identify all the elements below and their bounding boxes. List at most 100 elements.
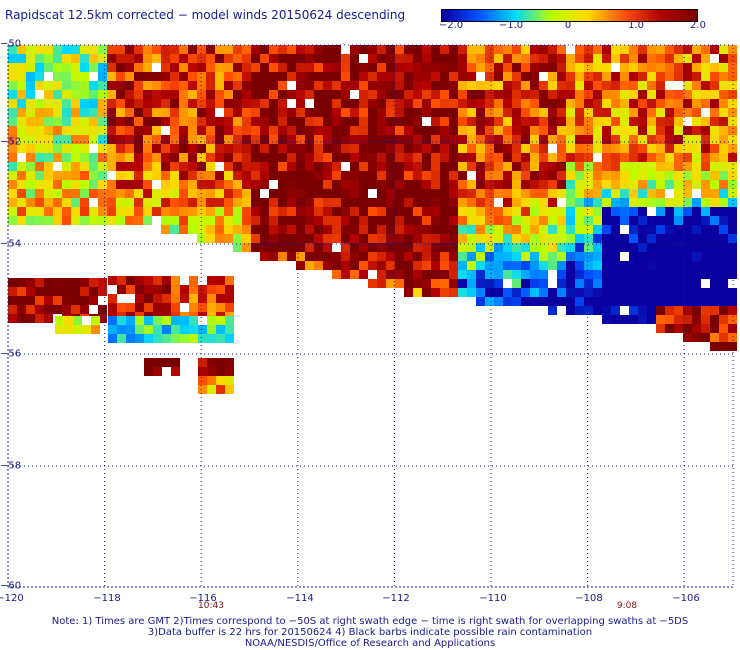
data-cell <box>683 171 692 180</box>
data-cell <box>188 63 197 72</box>
data-cell <box>242 72 251 81</box>
data-cell <box>539 288 548 297</box>
data-cell <box>62 162 71 171</box>
data-cell <box>143 126 152 135</box>
data-cell <box>144 294 153 303</box>
data-cell <box>17 99 26 108</box>
data-cell <box>278 225 287 234</box>
data-cell <box>62 305 71 314</box>
data-cell <box>566 162 575 171</box>
data-cell <box>323 90 332 99</box>
data-cell <box>404 81 413 90</box>
data-cell <box>377 126 386 135</box>
data-cell <box>350 99 359 108</box>
data-cell <box>665 171 674 180</box>
data-cell <box>44 287 53 296</box>
data-cell <box>674 288 683 297</box>
data-cell <box>602 315 611 324</box>
data-cell <box>233 144 242 153</box>
data-cell <box>368 207 377 216</box>
data-cell <box>602 252 611 261</box>
data-cell <box>233 135 242 144</box>
data-cell <box>512 180 521 189</box>
data-cell <box>152 144 161 153</box>
data-cell <box>503 153 512 162</box>
data-cell <box>269 81 278 90</box>
data-cell <box>584 153 593 162</box>
data-cell <box>602 99 611 108</box>
data-cell <box>269 63 278 72</box>
data-cell <box>71 135 80 144</box>
data-cell <box>485 207 494 216</box>
data-cell <box>593 162 602 171</box>
data-cell <box>207 334 216 343</box>
data-cell <box>350 117 359 126</box>
data-cell <box>215 72 224 81</box>
data-cell <box>728 243 737 252</box>
data-cell <box>440 261 449 270</box>
data-cell <box>71 81 80 90</box>
data-cell <box>665 189 674 198</box>
data-cell <box>179 63 188 72</box>
data-cell <box>512 144 521 153</box>
data-cell <box>386 279 395 288</box>
data-cell <box>422 180 431 189</box>
data-cell <box>125 189 134 198</box>
data-cell <box>260 126 269 135</box>
data-cell <box>98 72 107 81</box>
data-cell <box>161 171 170 180</box>
data-cell <box>332 180 341 189</box>
data-cell <box>719 81 728 90</box>
data-cell <box>575 207 584 216</box>
data-cell <box>278 117 287 126</box>
data-cell <box>692 45 701 54</box>
data-cell <box>692 333 701 342</box>
data-cell <box>359 54 368 63</box>
data-cell <box>584 261 593 270</box>
data-cell <box>431 135 440 144</box>
data-cell <box>548 288 557 297</box>
data-cell <box>521 135 530 144</box>
data-cell <box>143 216 152 225</box>
data-cell <box>153 303 162 312</box>
data-cell <box>647 144 656 153</box>
data-cell <box>458 261 467 270</box>
data-cell <box>485 216 494 225</box>
data-cell <box>620 81 629 90</box>
data-cell <box>521 288 530 297</box>
data-cell <box>377 171 386 180</box>
data-cell <box>287 54 296 63</box>
data-cell <box>440 207 449 216</box>
data-cell <box>413 216 422 225</box>
data-cell <box>108 334 117 343</box>
data-cell <box>710 270 719 279</box>
data-cell <box>296 189 305 198</box>
data-cell <box>404 216 413 225</box>
data-cell <box>647 54 656 63</box>
data-cell <box>494 234 503 243</box>
colorbar-label: 1.0 <box>628 20 644 31</box>
data-cell <box>224 72 233 81</box>
data-cell <box>710 324 719 333</box>
data-cell <box>8 135 17 144</box>
data-cell <box>287 189 296 198</box>
data-cell <box>153 358 162 367</box>
data-cell <box>98 99 107 108</box>
data-cell <box>629 81 638 90</box>
data-cell <box>225 385 234 394</box>
swath-time-label: 10:43 <box>198 601 224 611</box>
data-cell <box>161 162 170 171</box>
data-cell <box>215 99 224 108</box>
data-cell <box>55 325 64 334</box>
data-cell <box>377 90 386 99</box>
data-cell <box>206 90 215 99</box>
data-cell <box>233 54 242 63</box>
data-cell <box>162 367 171 376</box>
data-cell <box>314 225 323 234</box>
data-cell <box>404 270 413 279</box>
data-cell <box>503 99 512 108</box>
data-cell <box>512 297 521 306</box>
data-cell <box>692 288 701 297</box>
data-cell <box>206 225 215 234</box>
data-cell <box>629 45 638 54</box>
